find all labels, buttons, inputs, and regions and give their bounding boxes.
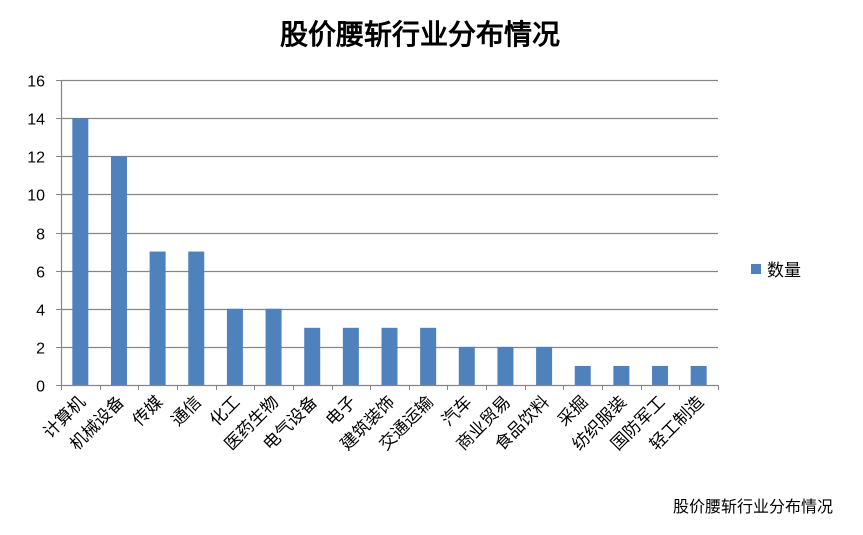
bar: [381, 327, 398, 385]
y-axis-tick-labels: 0 2 4 6 8 10 12 14 16: [27, 74, 45, 396]
y-tick-label: 14: [27, 112, 45, 129]
bar: [188, 251, 205, 385]
legend: 数量: [751, 261, 801, 281]
legend-swatch: [751, 264, 761, 274]
chart-title: 股价腰斩行业分布情况: [280, 18, 560, 51]
bar: [110, 156, 127, 385]
bar: [304, 327, 321, 385]
bar: [690, 365, 707, 385]
bar: [342, 327, 359, 385]
y-tick-label: 2: [36, 341, 45, 358]
y-tick-label: 0: [36, 379, 45, 396]
axes: [60, 80, 719, 390]
bar: [226, 308, 243, 385]
bar: [420, 327, 437, 385]
bars: [72, 118, 707, 386]
y-tick-label: 12: [27, 150, 45, 167]
y-tick-label: 10: [27, 188, 45, 205]
bar: [574, 365, 591, 385]
y-tick-label: 6: [36, 265, 45, 282]
gridlines: [56, 79, 718, 386]
bar: [458, 346, 475, 386]
bar: [72, 118, 89, 386]
y-tick-label: 8: [36, 227, 45, 244]
bar: [265, 308, 282, 385]
bar: [149, 251, 166, 385]
x-category-label: 通信: [168, 392, 206, 430]
bar: [536, 346, 553, 386]
y-tick-label: 4: [36, 303, 45, 320]
bar: [652, 365, 669, 385]
x-category-label: 传媒: [129, 392, 167, 430]
chart-caption: 股价腰斩行业分布情况: [673, 497, 833, 516]
bar: [613, 365, 630, 385]
bar: [497, 346, 514, 386]
legend-label: 数量: [767, 261, 801, 281]
y-tick-label: 16: [27, 74, 45, 91]
